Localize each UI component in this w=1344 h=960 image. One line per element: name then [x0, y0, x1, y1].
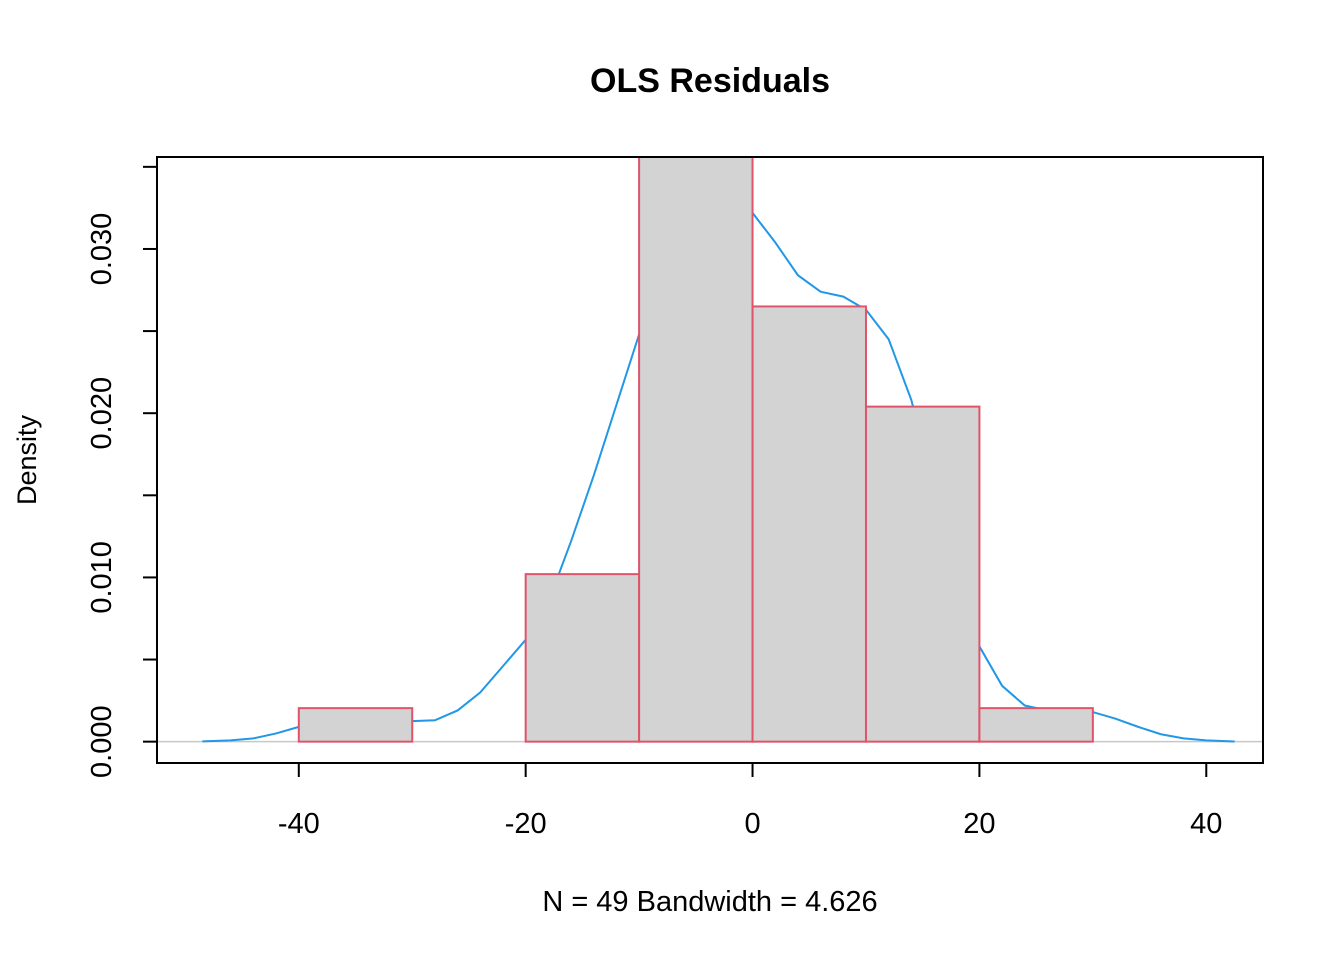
plot-frame	[156, 156, 1264, 764]
x-tick-label: 20	[963, 808, 995, 840]
histogram-bar-7	[978, 707, 1094, 743]
plot-area	[157, 157, 1263, 743]
y-tick-label: 0.000	[86, 705, 118, 778]
axes: -40 -20 0 20 40 0.000 0.010 0.020 0.030	[86, 156, 1264, 840]
histogram-bar-1	[297, 707, 414, 743]
histogram-bar-6	[864, 405, 981, 743]
y-tick-label: 0.030	[86, 213, 118, 286]
x-tick-label: 0	[744, 808, 760, 840]
y-tick-label: 0.020	[86, 377, 118, 450]
histogram-bar-5	[751, 305, 867, 743]
x-tick-label: -20	[505, 808, 547, 840]
histogram-bar-4	[638, 157, 754, 743]
x-tick-label: 40	[1190, 808, 1222, 840]
x-tick-label: -40	[278, 808, 320, 840]
plot-inner	[157, 157, 1263, 743]
y-tick-label: 0.010	[86, 541, 118, 614]
x-axis-title: N = 49 Bandwidth = 4.626	[542, 886, 877, 918]
histogram-bar-3	[524, 573, 641, 743]
y-axis-title: Density	[12, 414, 42, 505]
chart-title: OLS Residuals	[590, 62, 830, 100]
